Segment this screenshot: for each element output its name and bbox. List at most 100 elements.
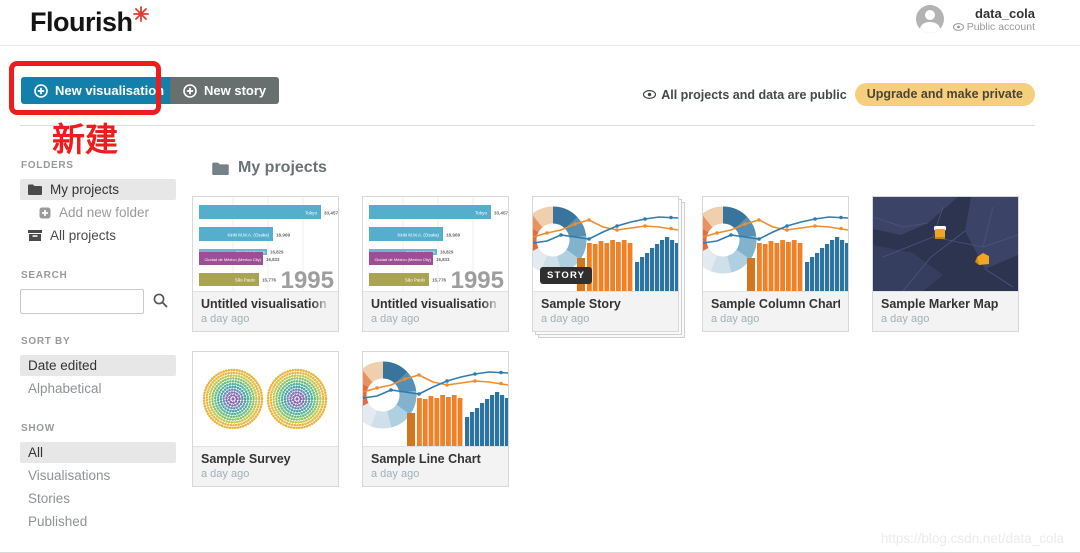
- user-account-menu[interactable]: data_cola Public account: [915, 5, 1035, 33]
- plus-circle-icon: [34, 83, 48, 98]
- sort-option-alphabetical[interactable]: Alphabetical: [28, 381, 102, 396]
- project-card-footer: Sample Column Chart a day ago: [703, 291, 848, 331]
- public-note: All projects and data are public: [643, 87, 847, 102]
- plus-circle-icon: [183, 83, 197, 98]
- archive-box-icon: [28, 230, 42, 241]
- svg-text:16,833: 16,833: [266, 257, 280, 262]
- public-note-label: All projects and data are public: [661, 87, 847, 102]
- show-option-stories[interactable]: Stories: [28, 491, 71, 506]
- sidebar-item-label: All projects: [50, 228, 117, 243]
- svg-text:São Paulo: São Paulo: [405, 278, 426, 283]
- bar-race-chart: Tokyo 33,457 Kinki M.M.A. (Osaka) 18,969…: [369, 197, 508, 291]
- csdn-watermark: https://blog.csdn.net/data_cola: [880, 531, 1064, 546]
- show-option-all[interactable]: All: [20, 442, 176, 463]
- mixed-charts-thumbnail: [363, 361, 508, 446]
- line-chart-thumbnail: [363, 352, 508, 446]
- project-card[interactable]: STORY Sample Story a day ago: [532, 196, 679, 332]
- svg-text:Ciudad de México (Mexico City): Ciudad de México (Mexico City): [205, 257, 262, 262]
- survey-dot-clusters: [202, 368, 328, 430]
- public-status-row: All projects and data are public Upgrade…: [643, 83, 1035, 106]
- avatar[interactable]: [915, 5, 944, 33]
- sort-option-date-edited[interactable]: Date edited: [20, 355, 176, 376]
- new-visualisation-label: New visualisation: [55, 83, 165, 98]
- sort-by-heading: SORT BY: [21, 336, 71, 347]
- svg-text:1995: 1995: [451, 267, 504, 291]
- svg-text:16,833: 16,833: [436, 257, 450, 262]
- svg-text:18,969: 18,969: [276, 233, 290, 238]
- search-button[interactable]: [151, 291, 170, 313]
- column-chart-thumbnail: [703, 197, 848, 291]
- project-timestamp: a day ago: [201, 313, 250, 325]
- svg-text:15,776: 15,776: [262, 278, 276, 283]
- sidebar-item-all-projects[interactable]: All projects: [20, 225, 176, 246]
- project-card[interactable]: Sample Marker Map a day ago: [872, 196, 1019, 332]
- page-title: My projects: [212, 159, 327, 177]
- project-card[interactable]: Sample Line Chart a day ago: [362, 351, 509, 487]
- search-input[interactable]: [20, 289, 144, 314]
- add-folder-icon: [39, 207, 51, 218]
- search-icon: [153, 293, 168, 307]
- projects-grid-row-2: Sample Survey a day ago: [192, 351, 509, 487]
- project-card[interactable]: Sample Survey a day ago: [192, 351, 339, 487]
- sidebar: FOLDERS My projects Add new folder All p…: [20, 160, 176, 534]
- sidebar-item-my-projects[interactable]: My projects: [20, 179, 176, 200]
- username: data_cola: [975, 5, 1035, 21]
- story-badge: STORY: [540, 267, 593, 284]
- project-title: Untitled visualisation (46: [201, 297, 330, 311]
- marker-map-thumbnail: [873, 197, 1018, 291]
- map-thumbnail: [873, 197, 1018, 291]
- project-card-footer: Sample Story a day ago: [533, 291, 678, 331]
- beer-marker-icon: [934, 226, 946, 239]
- sidebar-item-add-new-folder[interactable]: Add new folder: [20, 202, 176, 223]
- svg-text:16,829: 16,829: [270, 250, 284, 255]
- user-meta: data_cola Public account: [952, 5, 1035, 33]
- annotation-text: 新建: [52, 121, 118, 158]
- show-option-published[interactable]: Published: [28, 514, 88, 529]
- new-story-label: New story: [204, 83, 267, 98]
- project-timestamp: a day ago: [201, 468, 250, 480]
- new-story-button[interactable]: New story: [170, 77, 280, 104]
- search-row: [20, 289, 176, 314]
- folder-icon: [28, 184, 42, 195]
- svg-text:15,776: 15,776: [432, 278, 446, 283]
- project-title: Sample Story: [541, 297, 621, 311]
- project-card-footer: Untitled visualisation (46 a day ago: [193, 291, 338, 331]
- toolbar-divider: [20, 125, 1035, 126]
- svg-text:Tokyo: Tokyo: [305, 211, 317, 216]
- map-marker-icon: [975, 253, 989, 265]
- sidebar-item-label: My projects: [50, 182, 120, 197]
- svg-text:Kinki M.M.A. (Osaka): Kinki M.M.A. (Osaka): [398, 233, 440, 238]
- project-card[interactable]: Tokyo 33,457 Kinki M.M.A. (Osaka) 18,969…: [362, 196, 509, 332]
- project-timestamp: a day ago: [541, 313, 590, 325]
- project-timestamp: a day ago: [881, 313, 930, 325]
- show-option-visualisations[interactable]: Visualisations: [28, 468, 111, 483]
- show-heading: SHOW: [21, 423, 55, 434]
- svg-text:Kinki M.M.A. (Osaka): Kinki M.M.A. (Osaka): [228, 233, 270, 238]
- project-title: Sample Column Chart: [711, 297, 840, 311]
- project-card[interactable]: Sample Column Chart a day ago: [702, 196, 849, 332]
- eye-icon: [952, 22, 964, 31]
- story-thumbnail: STORY: [533, 197, 678, 291]
- new-visualisation-button[interactable]: New visualisation: [21, 77, 178, 104]
- upgrade-button[interactable]: Upgrade and make private: [854, 83, 1035, 106]
- project-title: Sample Survey: [201, 452, 291, 466]
- bar-race-thumbnail: Tokyo 33,457 Kinki M.M.A. (Osaka) 18,969…: [363, 197, 508, 291]
- bar-race-chart: Tokyo 33,457 Kinki M.M.A. (Osaka) 18,969…: [199, 197, 338, 291]
- svg-text:16,829: 16,829: [440, 250, 454, 255]
- mixed-charts-thumbnail: [703, 206, 848, 291]
- svg-text:Tokyo: Tokyo: [475, 211, 487, 216]
- account-status: Public account: [952, 20, 1035, 33]
- project-card[interactable]: Tokyo 33,457 Kinki M.M.A. (Osaka) 18,969…: [192, 196, 339, 332]
- flourish-logo[interactable]: Flourish: [30, 7, 133, 37]
- project-card-footer: Sample Marker Map a day ago: [873, 291, 1018, 331]
- search-heading: SEARCH: [21, 270, 68, 281]
- eye-icon: [643, 90, 657, 99]
- project-title: Sample Line Chart: [371, 452, 481, 466]
- starburst-icon: [133, 6, 149, 22]
- project-timestamp: a day ago: [711, 313, 760, 325]
- account-status-label: Public account: [966, 20, 1035, 33]
- project-card-footer: Untitled visualisation (46 a day ago: [363, 291, 508, 331]
- project-timestamp: a day ago: [371, 313, 420, 325]
- svg-text:33,457: 33,457: [494, 211, 508, 216]
